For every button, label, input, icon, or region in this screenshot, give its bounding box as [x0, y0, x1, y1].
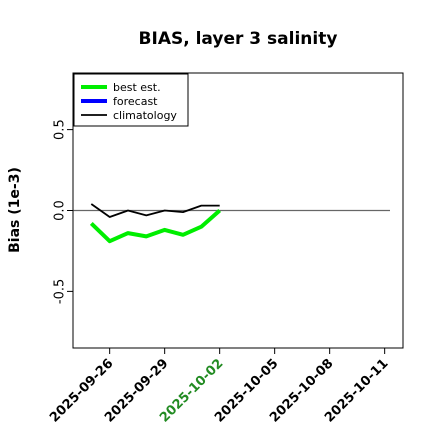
plot-area: -0.50.00.52025-09-262025-09-292025-10-02…: [47, 72, 404, 426]
legend-entry: climatology: [113, 109, 177, 122]
chart-title: BIAS, layer 3 salinity: [139, 29, 338, 49]
y-tick-label: -0.5: [53, 279, 68, 304]
legend-entry: forecast: [113, 95, 158, 108]
y-tick-label: 0.0: [53, 200, 68, 221]
series-line-climatology: [90, 203, 220, 218]
series-line-best-est: [89, 208, 222, 244]
y-axis-label: Bias (1e-3): [7, 167, 23, 253]
y-tick-label: 0.5: [53, 119, 68, 140]
legend-entry: best est.: [113, 81, 161, 94]
